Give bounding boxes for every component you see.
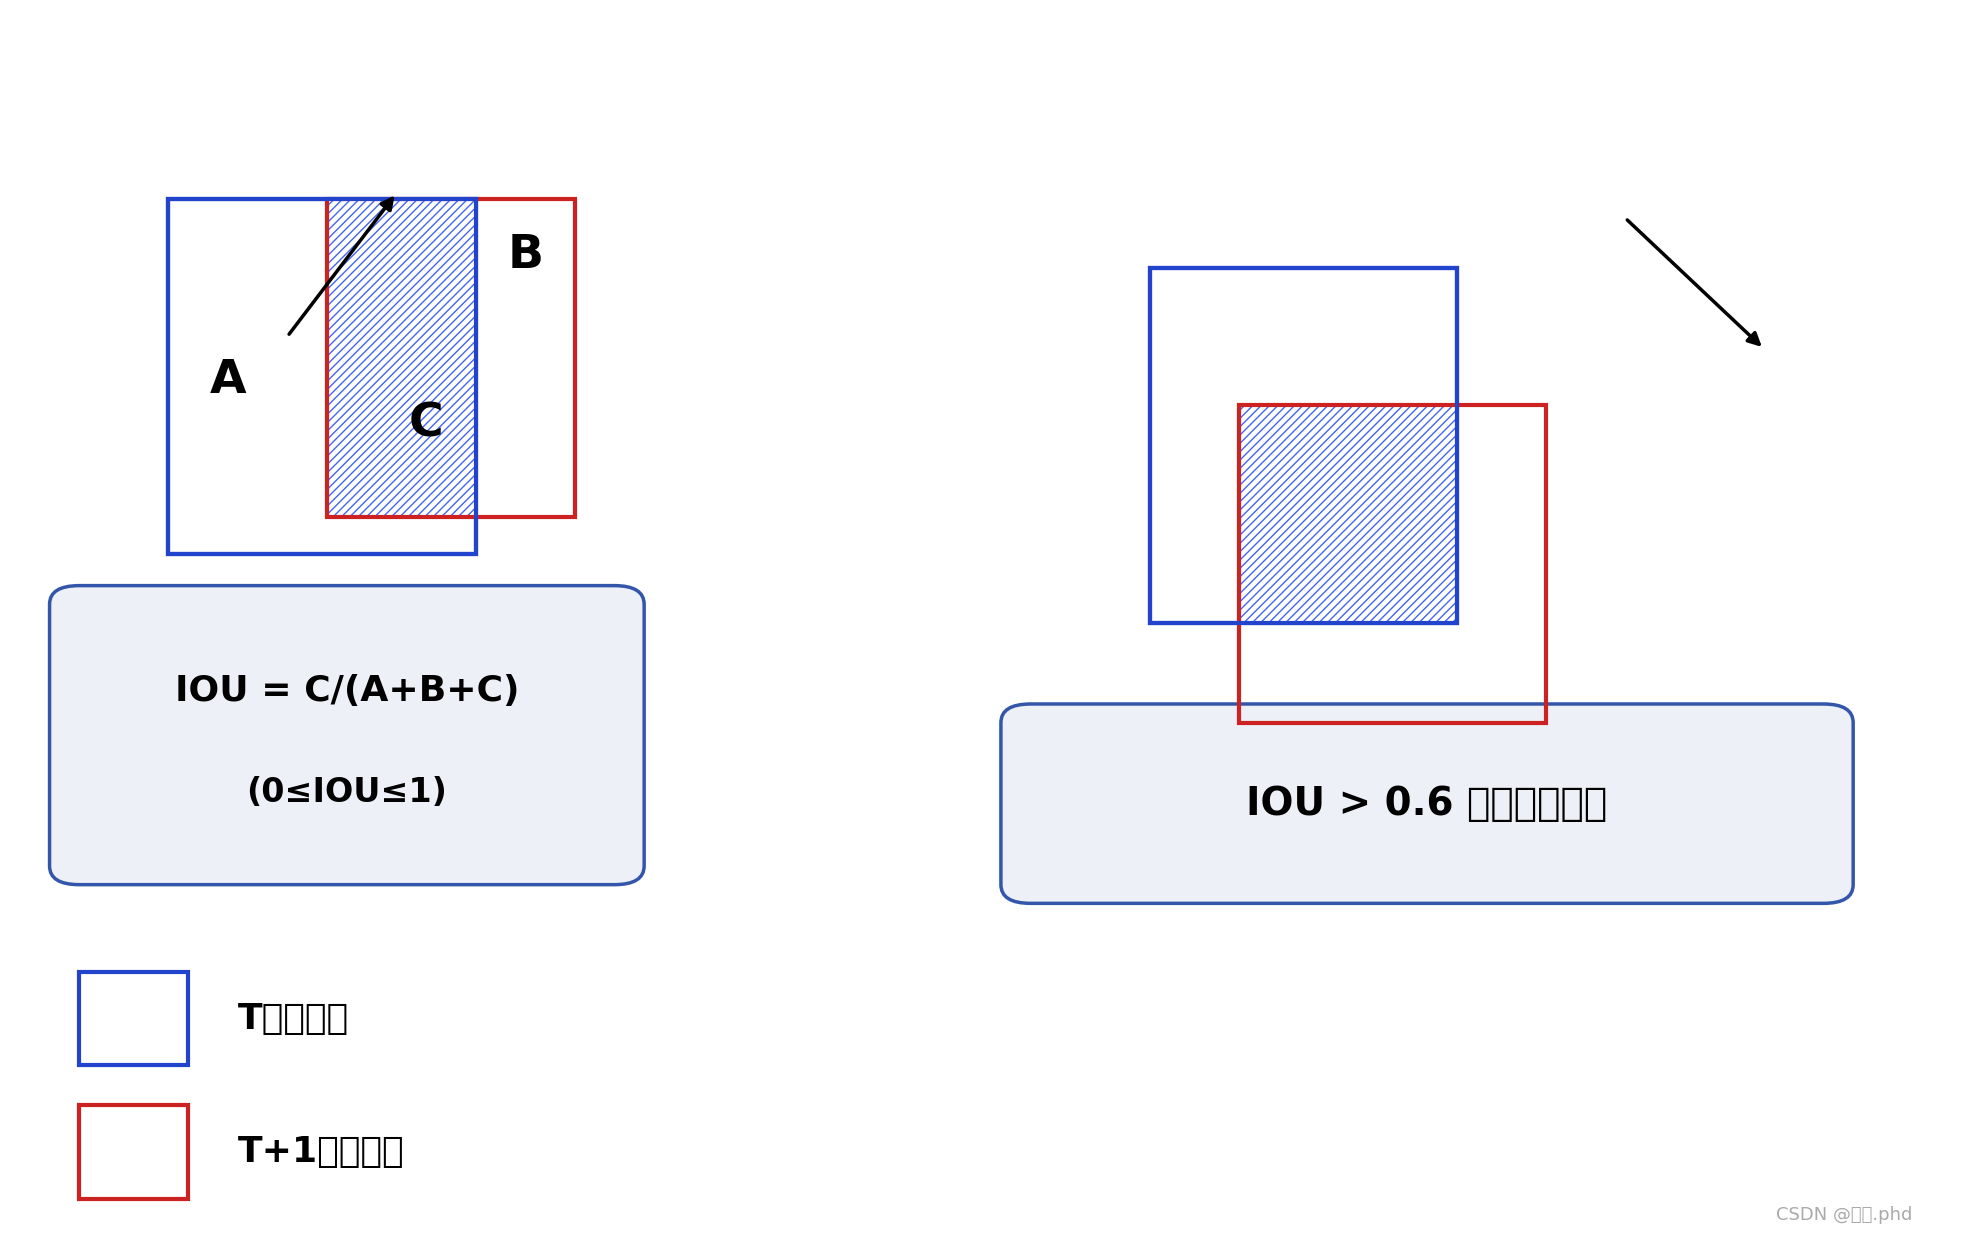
Bar bbox=[1150, 268, 1457, 623]
Bar bbox=[1239, 405, 1546, 723]
Bar bbox=[79, 1105, 188, 1199]
FancyBboxPatch shape bbox=[1001, 704, 1853, 903]
Text: CSDN @小陈.phd: CSDN @小陈.phd bbox=[1776, 1206, 1913, 1224]
Bar bbox=[327, 199, 476, 517]
Bar bbox=[1150, 268, 1457, 623]
Bar bbox=[327, 199, 575, 517]
Text: T+1帧目标框: T+1帧目标框 bbox=[238, 1135, 404, 1169]
Text: T帧目标框: T帧目标框 bbox=[238, 1002, 349, 1035]
Bar bbox=[168, 199, 476, 554]
Bar bbox=[168, 199, 476, 554]
Bar bbox=[79, 972, 188, 1065]
Text: B: B bbox=[507, 233, 543, 278]
Bar bbox=[1239, 405, 1457, 623]
Text: IOU > 0.6 表示关联成功: IOU > 0.6 表示关联成功 bbox=[1247, 785, 1607, 822]
FancyBboxPatch shape bbox=[50, 586, 644, 885]
Text: (0≤IOU≤1): (0≤IOU≤1) bbox=[246, 776, 448, 809]
Text: IOU = C/(A+B+C): IOU = C/(A+B+C) bbox=[174, 674, 519, 708]
Text: A: A bbox=[210, 358, 246, 402]
Text: C: C bbox=[408, 401, 444, 446]
